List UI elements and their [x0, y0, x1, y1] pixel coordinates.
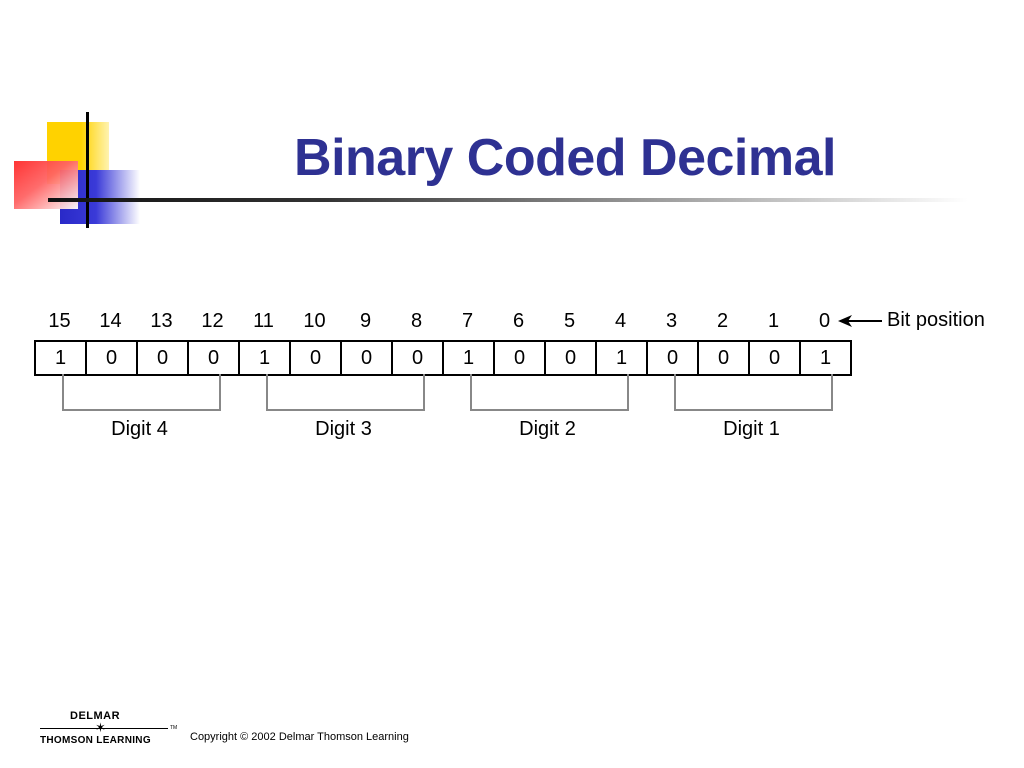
bit-cell: 0 — [748, 340, 801, 376]
logo-top-text: DELMAR — [70, 710, 121, 722]
digit-label: Digit 2 — [519, 418, 576, 440]
bit-position-number: 0 — [818, 310, 831, 332]
bit-cell: 0 — [340, 340, 393, 376]
bit-position-number: 6 — [512, 310, 525, 332]
digit-label: Digit 3 — [315, 418, 372, 440]
bit-cell: 1 — [442, 340, 495, 376]
bit-cell: 0 — [493, 340, 546, 376]
bit-position-number: 10 — [303, 310, 326, 332]
star-icon: ✶ — [95, 720, 106, 735]
bit-cell: 1 — [799, 340, 852, 376]
digit-bracket — [470, 374, 629, 411]
delmar-thomson-logo: DELMAR ✶ TM THOMSON LEARNING — [40, 708, 190, 748]
bit-position-number: 11 — [253, 310, 274, 332]
bit-position-number: 15 — [48, 310, 71, 332]
decorative-vertical-line — [86, 112, 89, 228]
bit-cell: 0 — [136, 340, 189, 376]
bit-cell: 0 — [544, 340, 597, 376]
bit-cell: 0 — [187, 340, 240, 376]
digit-label: Digit 4 — [111, 418, 168, 440]
bit-position-number: 1 — [767, 310, 780, 332]
bit-cell: 0 — [289, 340, 342, 376]
bit-cell: 0 — [697, 340, 750, 376]
bit-position-number: 7 — [461, 310, 474, 332]
left-arrow-icon — [838, 315, 882, 327]
slide-title: Binary Coded Decimal — [294, 129, 836, 187]
digit-label: Digit 1 — [723, 418, 780, 440]
digit-bracket — [62, 374, 221, 411]
title-underline — [48, 198, 968, 202]
bit-position-number: 14 — [99, 310, 122, 332]
bit-position-number: 13 — [150, 310, 173, 332]
bit-cell: 0 — [85, 340, 138, 376]
bit-position-number: 8 — [410, 310, 423, 332]
logo-bottom-text: THOMSON LEARNING — [40, 735, 151, 746]
digit-bracket — [266, 374, 425, 411]
copyright-text: Copyright © 2002 Delmar Thomson Learning — [190, 731, 409, 743]
digit-bracket — [674, 374, 833, 411]
bit-position-number: 12 — [201, 310, 224, 332]
logo-divider — [40, 728, 168, 729]
bit-cell: 0 — [646, 340, 699, 376]
bit-position-number: 9 — [359, 310, 372, 332]
logo-trademark: TM — [170, 725, 178, 731]
bit-position-number: 5 — [563, 310, 576, 332]
bit-cell: 0 — [391, 340, 444, 376]
bit-position-number: 3 — [665, 310, 678, 332]
bit-cell: 1 — [34, 340, 87, 376]
bit-cell: 1 — [595, 340, 648, 376]
bit-position-number: 2 — [716, 310, 729, 332]
bit-position-number: 4 — [614, 310, 627, 332]
bit-cell: 1 — [238, 340, 291, 376]
bit-position-label: Bit position — [887, 309, 985, 331]
